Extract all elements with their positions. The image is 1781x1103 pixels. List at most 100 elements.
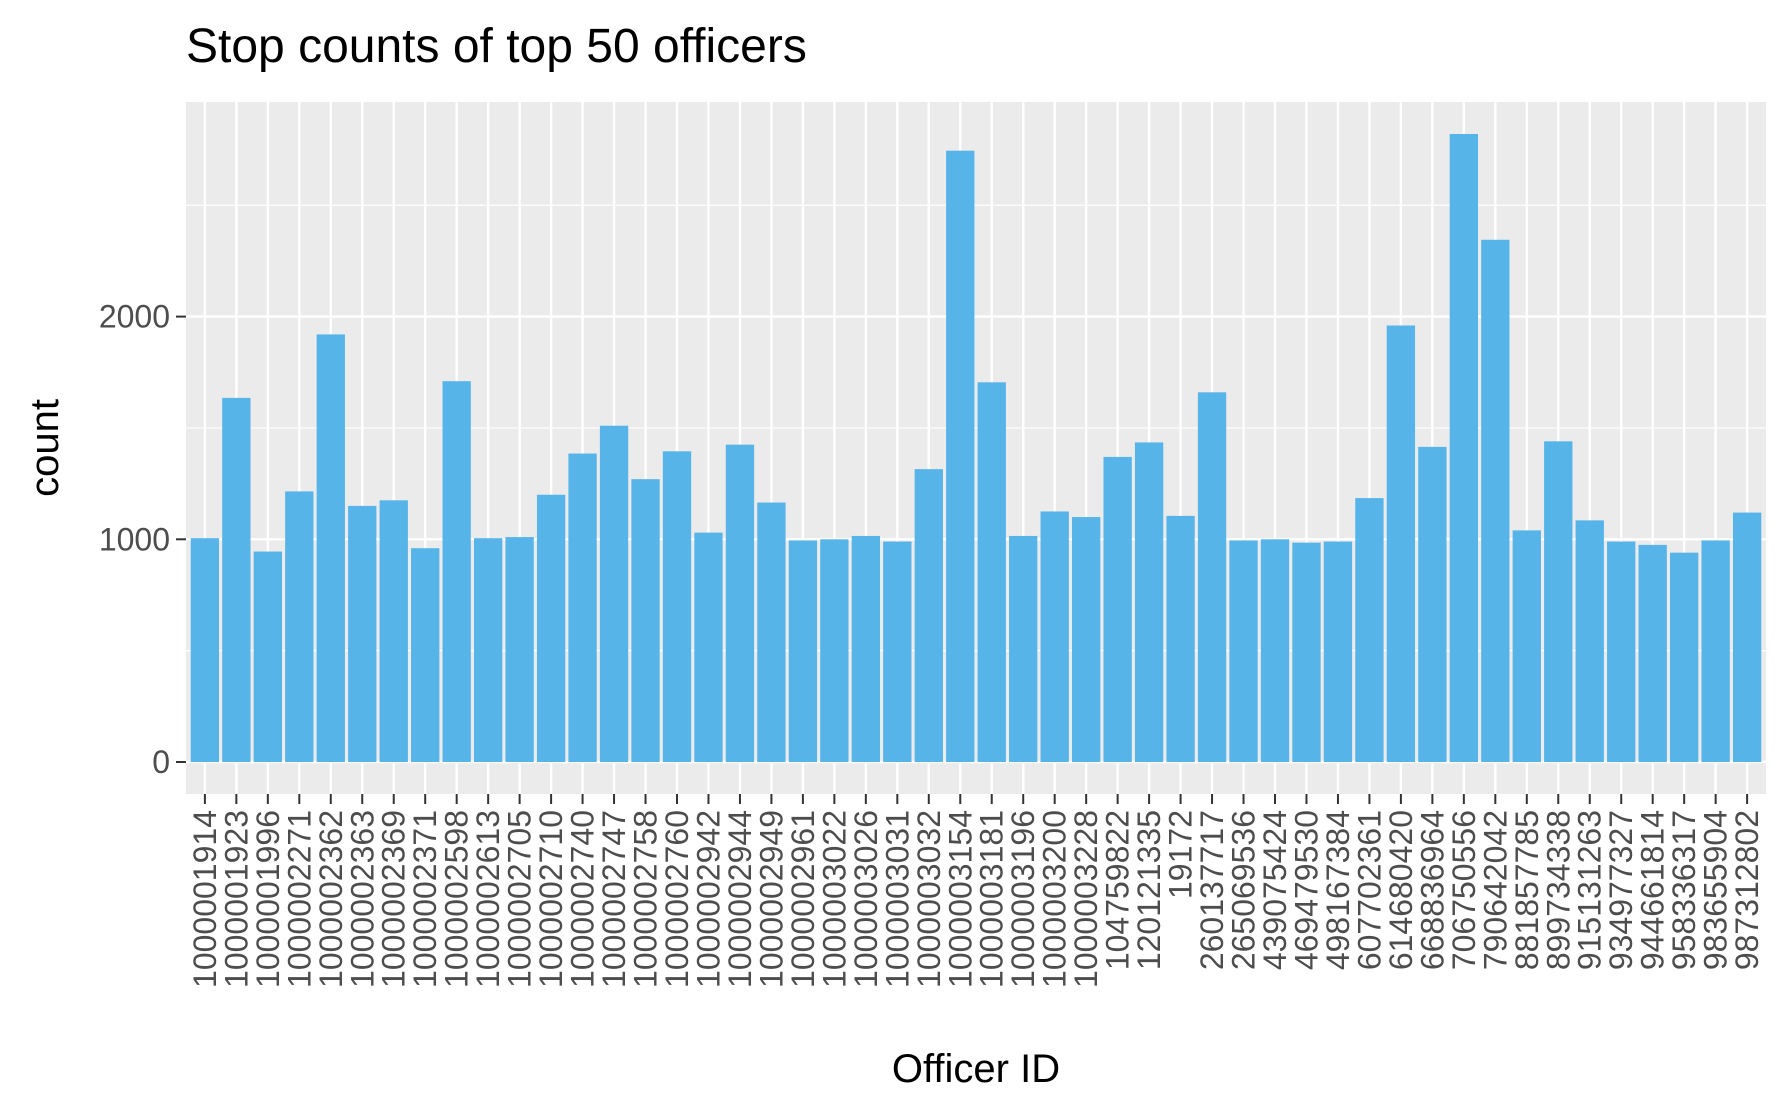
- x-tick-label: 987312802: [1729, 810, 1765, 970]
- bars: [190, 133, 1762, 763]
- x-tick-label: 934977327: [1603, 810, 1639, 970]
- x-tick-label: 1000002271: [281, 810, 317, 988]
- y-tick-label: 2000: [99, 299, 170, 335]
- bar: [285, 491, 314, 762]
- bar: [505, 537, 534, 762]
- bar: [1670, 552, 1699, 762]
- bar: [1040, 511, 1069, 762]
- bar: [977, 382, 1006, 762]
- bar: [536, 494, 566, 762]
- chart-title: Stop counts of top 50 officers: [186, 20, 807, 73]
- x-tick-label: 983655904: [1698, 810, 1734, 970]
- bar: [1449, 133, 1479, 763]
- bar: [946, 150, 975, 763]
- x-tick-label: 607702361: [1351, 810, 1387, 970]
- x-tick-label: 19172: [1163, 810, 1199, 899]
- bar: [1292, 542, 1321, 762]
- bar: [631, 479, 660, 762]
- bar: [1103, 456, 1132, 762]
- x-tick-label: 915131263: [1572, 810, 1608, 970]
- x-tick-label: 1000003200: [1037, 810, 1073, 988]
- bar: [379, 500, 408, 762]
- x-tick-label: 944661814: [1635, 810, 1671, 970]
- bar: [568, 453, 597, 762]
- bar: [1732, 512, 1762, 762]
- x-tick-label: 790642042: [1477, 810, 1513, 970]
- bar: [348, 505, 377, 762]
- x-tick-label: 958336317: [1666, 810, 1702, 970]
- bar: [316, 334, 345, 762]
- x-tick-label: 1000002363: [344, 810, 380, 988]
- x-tick-label: 1000002949: [753, 810, 789, 988]
- x-tick-label: 1000002740: [565, 810, 601, 988]
- bar: [725, 444, 755, 762]
- bar: [222, 397, 251, 762]
- x-tick-label: 498167384: [1320, 810, 1356, 970]
- x-tick-label: 1000003026: [848, 810, 884, 988]
- bar: [473, 538, 503, 762]
- y-axis-title: count: [23, 399, 67, 497]
- x-axis-title: Officer ID: [892, 1047, 1060, 1091]
- x-tick-label: 899734338: [1540, 810, 1576, 970]
- x-tick-label: 439075424: [1257, 810, 1293, 970]
- x-tick-label: 614680420: [1383, 810, 1419, 970]
- x-tick-label: 1000002961: [785, 810, 821, 988]
- x-tick-label: 1000001923: [218, 810, 254, 988]
- x-tick-label: 1000003031: [879, 810, 915, 988]
- y-axis-ticks: 0 1000 2000: [99, 299, 186, 780]
- x-tick-label: 1000001996: [250, 810, 286, 988]
- bar: [1512, 530, 1541, 762]
- x-tick-label: 1000002371: [407, 810, 443, 988]
- bar: [599, 425, 629, 762]
- bar: [1701, 540, 1730, 762]
- x-tick-label: 260137717: [1194, 810, 1230, 970]
- x-tick-label: 1000003032: [911, 810, 947, 988]
- x-tick-label: 1000002613: [470, 810, 506, 988]
- x-tick-label: 1000002598: [439, 810, 475, 988]
- bar: [694, 532, 723, 762]
- x-tick-label: 1000001914: [187, 810, 223, 988]
- bar: [1071, 517, 1101, 762]
- x-tick-label: 1000003154: [942, 810, 978, 988]
- x-tick-label: 1000003228: [1068, 810, 1104, 988]
- bar: [1197, 392, 1227, 762]
- bar: [788, 540, 818, 762]
- bar: [1418, 446, 1447, 762]
- bar: [1575, 520, 1604, 762]
- x-tick-label: 1000003181: [974, 810, 1010, 988]
- bar: [883, 541, 912, 762]
- x-tick-label: 1000002710: [533, 810, 569, 988]
- x-tick-label: 706750556: [1446, 810, 1482, 970]
- bar: [1229, 540, 1258, 762]
- x-tick-label: 1000002944: [722, 810, 758, 988]
- x-tick-label: 668836964: [1414, 810, 1450, 970]
- x-tick-label: 1000002705: [502, 810, 538, 988]
- y-tick-label: 0: [152, 744, 170, 780]
- bar: [1386, 325, 1416, 762]
- bar: [190, 538, 220, 762]
- bar: [253, 551, 282, 762]
- x-tick-label: 120121335: [1131, 810, 1167, 970]
- bar: [1355, 498, 1384, 762]
- bar: [662, 451, 692, 762]
- x-tick-label: 1000002760: [659, 810, 695, 988]
- x-tick-label: 1000002362: [313, 810, 349, 988]
- bar: [757, 502, 786, 762]
- bar: [1009, 535, 1038, 762]
- bar: [1323, 541, 1353, 762]
- bar: [851, 535, 881, 762]
- bar: [1481, 239, 1510, 762]
- bar: [442, 381, 471, 762]
- x-tick-label: 265069536: [1226, 810, 1262, 970]
- x-tick-label: 1000002747: [596, 810, 632, 988]
- bar: [1607, 541, 1636, 762]
- x-tick-label: 469479530: [1288, 810, 1324, 970]
- x-tick-label: 1000002758: [628, 810, 664, 988]
- bar: [820, 539, 849, 762]
- x-tick-label: 1000002369: [376, 810, 412, 988]
- x-tick-label: 1000002942: [690, 810, 726, 988]
- bar: [1134, 442, 1164, 762]
- x-tick-label: 104759822: [1100, 810, 1136, 970]
- bar: [1638, 544, 1667, 762]
